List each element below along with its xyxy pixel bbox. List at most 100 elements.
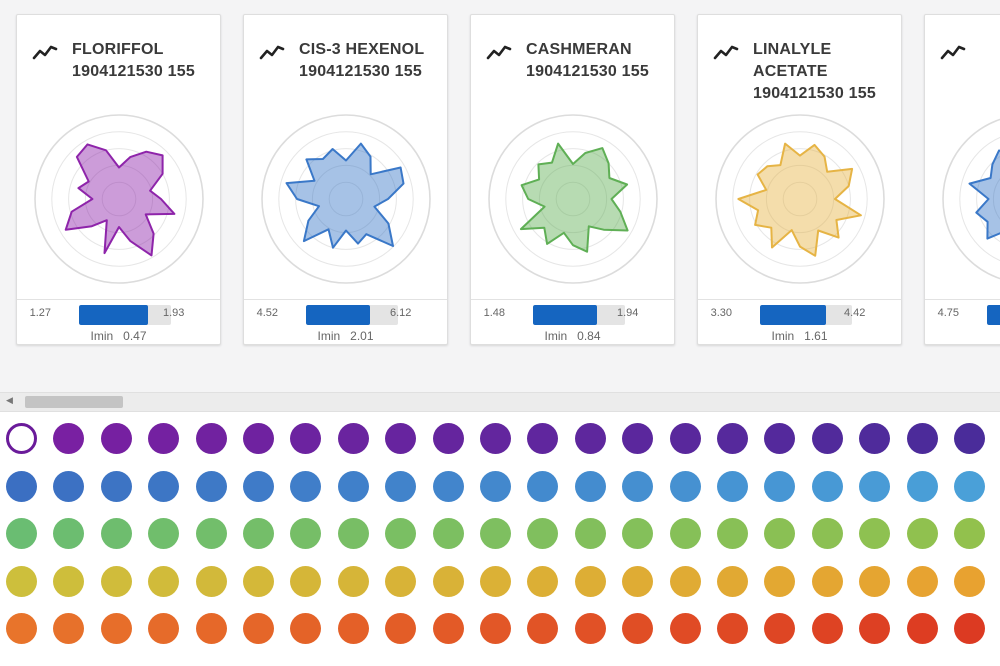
color-swatch[interactable] xyxy=(717,470,748,502)
color-swatch[interactable] xyxy=(148,613,180,644)
trend-line-icon[interactable] xyxy=(940,43,966,61)
ingredient-card[interactable]: CIS-3 HEXENOL 1904121530 155 4.52 6.12 Imin 2… xyxy=(243,14,448,345)
color-swatch[interactable] xyxy=(811,470,843,502)
color-swatch[interactable] xyxy=(290,470,322,502)
color-swatch[interactable] xyxy=(53,613,85,644)
color-swatch[interactable] xyxy=(480,423,511,454)
color-swatch[interactable] xyxy=(6,470,37,502)
color-swatch[interactable] xyxy=(906,565,938,597)
color-swatch[interactable] xyxy=(764,423,796,454)
color-swatch[interactable] xyxy=(764,565,796,597)
color-swatch[interactable] xyxy=(527,613,559,644)
color-swatch[interactable] xyxy=(480,565,511,597)
color-swatch[interactable] xyxy=(243,565,274,597)
color-swatch[interactable] xyxy=(954,613,985,644)
color-swatch[interactable] xyxy=(100,518,132,549)
ingredient-card[interactable]: FLORIFFOL 1904121530 155 1.27 1.93 Imin 0.47 xyxy=(16,14,221,345)
color-swatch[interactable] xyxy=(859,423,891,454)
color-swatch[interactable] xyxy=(811,518,843,549)
color-swatch[interactable] xyxy=(432,518,464,549)
color-swatch[interactable] xyxy=(385,423,417,454)
color-swatch[interactable] xyxy=(906,518,938,549)
color-swatch[interactable] xyxy=(195,613,227,644)
color-swatch[interactable] xyxy=(195,470,227,502)
color-swatch[interactable] xyxy=(906,423,938,454)
color-swatch[interactable] xyxy=(622,565,654,597)
color-swatch[interactable] xyxy=(148,470,180,502)
color-swatch[interactable] xyxy=(906,613,938,644)
color-swatch[interactable] xyxy=(622,423,654,454)
trend-line-icon[interactable] xyxy=(32,43,58,61)
color-swatch[interactable] xyxy=(337,613,369,644)
color-swatch[interactable] xyxy=(717,423,748,454)
color-swatch[interactable] xyxy=(717,613,748,644)
color-swatch[interactable] xyxy=(764,518,796,549)
color-swatch[interactable] xyxy=(859,613,891,644)
color-swatch[interactable] xyxy=(669,470,701,502)
color-swatch[interactable] xyxy=(859,565,891,597)
color-swatch[interactable] xyxy=(669,423,701,454)
color-swatch[interactable] xyxy=(53,518,85,549)
color-swatch[interactable] xyxy=(859,518,891,549)
color-swatch[interactable] xyxy=(100,423,132,454)
color-swatch[interactable] xyxy=(954,518,985,549)
color-swatch[interactable] xyxy=(337,470,369,502)
color-swatch[interactable] xyxy=(954,423,985,454)
color-swatch[interactable] xyxy=(811,565,843,597)
color-swatch[interactable] xyxy=(574,613,606,644)
color-swatch[interactable] xyxy=(954,470,985,502)
color-swatch[interactable] xyxy=(337,565,369,597)
color-swatch[interactable] xyxy=(53,470,85,502)
color-swatch[interactable] xyxy=(6,613,37,644)
color-swatch[interactable] xyxy=(195,423,227,454)
color-swatch[interactable] xyxy=(385,518,417,549)
color-swatch[interactable] xyxy=(100,613,132,644)
color-swatch[interactable] xyxy=(290,565,322,597)
color-swatch[interactable] xyxy=(6,518,37,549)
color-swatch[interactable] xyxy=(527,470,559,502)
trend-line-icon[interactable] xyxy=(486,43,512,61)
color-swatch[interactable] xyxy=(811,423,843,454)
color-swatch[interactable] xyxy=(811,613,843,644)
color-swatch[interactable] xyxy=(243,470,274,502)
color-swatch[interactable] xyxy=(480,518,511,549)
color-swatch[interactable] xyxy=(148,423,180,454)
trend-line-icon[interactable] xyxy=(259,43,285,61)
color-swatch[interactable] xyxy=(717,518,748,549)
color-swatch[interactable] xyxy=(717,565,748,597)
color-swatch[interactable] xyxy=(385,565,417,597)
color-swatch[interactable] xyxy=(906,470,938,502)
color-swatch[interactable] xyxy=(53,423,85,454)
color-swatch[interactable] xyxy=(243,423,274,454)
color-swatch[interactable] xyxy=(385,470,417,502)
color-swatch[interactable] xyxy=(148,565,180,597)
color-swatch[interactable] xyxy=(764,470,796,502)
ingredient-card[interactable]: 4.75 xyxy=(924,14,1000,345)
color-swatch[interactable] xyxy=(432,470,464,502)
color-swatch[interactable] xyxy=(954,565,985,597)
scroll-left-arrow-icon[interactable]: ◀ xyxy=(6,395,13,405)
color-swatch[interactable] xyxy=(622,613,654,644)
color-swatch[interactable] xyxy=(622,518,654,549)
color-swatch[interactable] xyxy=(337,423,369,454)
color-swatch[interactable] xyxy=(574,565,606,597)
color-swatch[interactable] xyxy=(6,423,37,454)
color-swatch[interactable] xyxy=(53,565,85,597)
horizontal-scrollbar[interactable]: ◀ xyxy=(0,392,1000,412)
ingredient-card[interactable]: LINALYLE ACETATE 1904121530 155 3.30 4.42 Im… xyxy=(697,14,902,345)
color-swatch[interactable] xyxy=(527,518,559,549)
color-swatch[interactable] xyxy=(385,613,417,644)
color-swatch[interactable] xyxy=(432,565,464,597)
color-swatch[interactable] xyxy=(764,613,796,644)
color-swatch[interactable] xyxy=(100,470,132,502)
color-swatch[interactable] xyxy=(195,518,227,549)
color-swatch[interactable] xyxy=(290,518,322,549)
scrollbar-thumb[interactable] xyxy=(25,396,123,408)
color-swatch[interactable] xyxy=(480,470,511,502)
color-swatch[interactable] xyxy=(6,565,37,597)
color-swatch[interactable] xyxy=(669,565,701,597)
color-swatch[interactable] xyxy=(527,565,559,597)
color-swatch[interactable] xyxy=(574,423,606,454)
color-swatch[interactable] xyxy=(669,613,701,644)
color-swatch[interactable] xyxy=(195,565,227,597)
